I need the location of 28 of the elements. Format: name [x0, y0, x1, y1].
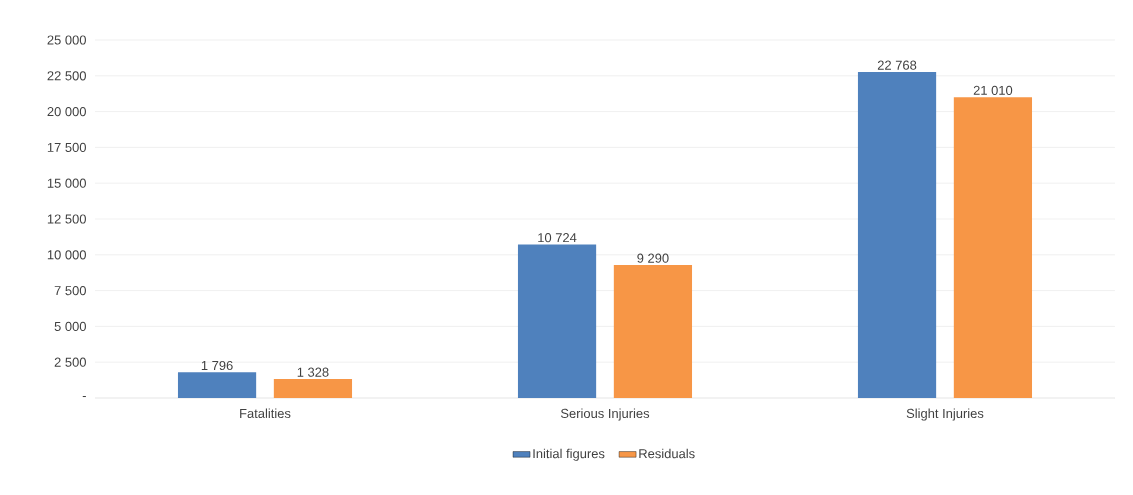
data-label: 10 724	[538, 233, 577, 243]
y-tick-label: 10 000	[47, 250, 86, 260]
bar	[273, 378, 353, 398]
bar	[857, 71, 937, 398]
y-tick-label: -	[82, 396, 86, 398]
y-tick-label: 25 000	[47, 35, 86, 45]
y-tick-label: 17 500	[47, 142, 86, 152]
y-tick-label: 22 500	[47, 71, 86, 81]
y-tick-label: 15 000	[47, 178, 86, 188]
data-label: 21 010	[973, 85, 1013, 95]
x-tick-label: Fatalities	[240, 408, 291, 418]
y-tick-label: 7 500	[54, 286, 86, 296]
data-label: 22 768	[877, 60, 917, 70]
y-tick-label: 2 500	[54, 357, 86, 367]
data-label: 9 290	[637, 253, 669, 263]
y-tick-label: 20 000	[47, 107, 86, 117]
data-label: 1 796	[201, 360, 233, 371]
x-tick-label: Serious Injuries	[560, 408, 650, 421]
y-tick-label: 12 500	[47, 214, 86, 224]
bar	[177, 372, 257, 398]
bar	[613, 264, 693, 398]
y-tick-label: 5 000	[54, 321, 86, 331]
bar	[517, 244, 597, 398]
legend-label: Residuals	[639, 448, 695, 459]
x-tick-label: Slight Injuries	[906, 408, 984, 421]
data-label: 1 328	[297, 367, 329, 377]
legend-label: Initial figures	[533, 448, 605, 461]
bar	[953, 97, 1033, 398]
